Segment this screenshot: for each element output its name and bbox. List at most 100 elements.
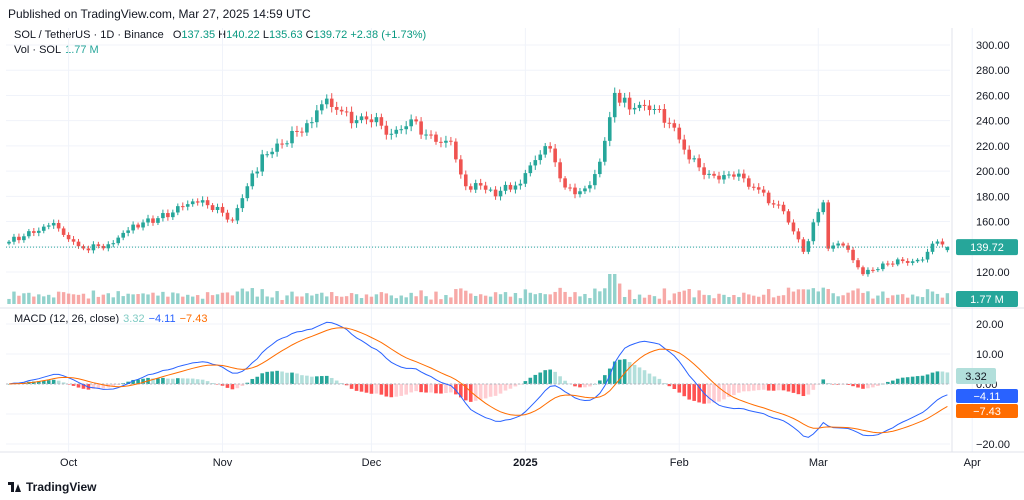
- close-value: 139.72: [313, 29, 348, 41]
- candle-body: [761, 189, 766, 193]
- macd-histogram-bar: [761, 384, 766, 390]
- volume-bar: [682, 290, 686, 304]
- volume-bar: [553, 291, 557, 304]
- volume-badge: [956, 291, 1018, 307]
- macd-histogram-bar: [384, 384, 389, 397]
- candle-body: [806, 241, 811, 252]
- candle-body: [230, 219, 235, 221]
- macd-signal-value: −7.43: [179, 313, 208, 325]
- candle-body: [389, 133, 394, 135]
- candle-body: [315, 110, 319, 123]
- candle-body: [459, 159, 463, 175]
- macd-histogram-bar: [821, 379, 826, 384]
- volume-bar: [573, 292, 577, 304]
- volume-bar: [136, 294, 140, 304]
- volume-bar: [275, 291, 279, 304]
- candle-body: [136, 224, 140, 228]
- candle-body: [409, 119, 413, 127]
- candle-body: [553, 148, 557, 163]
- macd-histogram-bar: [96, 384, 101, 389]
- macd-histogram-bar: [612, 361, 617, 384]
- candle-body: [851, 249, 855, 261]
- macd-histogram-bar: [275, 370, 279, 384]
- candle-body: [483, 185, 488, 190]
- macd-histogram-bar: [742, 384, 746, 392]
- candle-body: [7, 241, 11, 244]
- candle-body: [111, 243, 116, 245]
- candle-body: [260, 154, 265, 172]
- macd-histogram-bar: [235, 384, 240, 389]
- candle-body: [255, 171, 260, 174]
- macd-histogram-bar: [210, 383, 215, 384]
- candle-body: [871, 269, 875, 271]
- volume-bar: [7, 298, 11, 304]
- candle-body: [687, 149, 692, 160]
- candle-body: [374, 117, 379, 123]
- macd-histogram-bar: [444, 384, 448, 394]
- volume-bar: [354, 294, 359, 304]
- volume-bar: [141, 293, 145, 304]
- macd-histogram-bar: [260, 373, 265, 384]
- candle-body: [518, 183, 523, 186]
- volume-bar: [166, 296, 170, 304]
- volume-bar: [712, 298, 716, 304]
- volume-bar: [632, 299, 637, 304]
- volume-bar: [667, 300, 672, 304]
- volume-bar: [856, 288, 860, 304]
- volume-bar: [96, 296, 101, 304]
- volume-bar: [603, 288, 607, 304]
- macd-histogram-bar: [940, 371, 945, 384]
- candle-body: [161, 213, 165, 219]
- macd-histogram-bar: [662, 383, 667, 384]
- volume-bar: [613, 274, 617, 304]
- candle-body: [399, 129, 404, 131]
- macd-histogram-bar: [905, 377, 910, 384]
- volume-bar: [186, 294, 190, 304]
- candle-body: [707, 173, 711, 175]
- price-axis-label: 120.00: [976, 267, 1010, 279]
- macd-histogram-bar: [250, 378, 255, 384]
- macd-histogram-bar: [255, 376, 260, 384]
- macd-histogram-bar: [543, 370, 548, 384]
- volume-bar: [434, 291, 438, 304]
- candle-body: [677, 127, 682, 140]
- candle-body: [468, 186, 473, 190]
- candle-body: [394, 129, 399, 134]
- macd-histogram-bar: [687, 384, 692, 400]
- candle-body: [558, 162, 562, 179]
- candle-body: [250, 173, 255, 187]
- macd-histogram-bar: [886, 381, 890, 384]
- macd-histogram-bar: [51, 379, 56, 384]
- volume-bar: [498, 294, 503, 304]
- volume-bar: [444, 295, 448, 304]
- candle-body: [791, 222, 796, 232]
- volume-bar: [320, 292, 324, 304]
- time-axis-label: Apr: [964, 457, 981, 469]
- change-value: +2.38 (+1.73%): [350, 29, 427, 41]
- candle-body: [176, 206, 180, 213]
- macd-histogram-bar: [756, 384, 761, 391]
- candle-body: [116, 237, 121, 244]
- published-info: Published on TradingView.com, Mar 27, 20…: [8, 7, 311, 21]
- volume-bar: [622, 296, 627, 304]
- volume-bar: [483, 295, 488, 304]
- candle-body: [324, 98, 329, 105]
- symbol-label: SOL / TetherUS · 1D · Binance: [14, 29, 164, 41]
- candle-body: [22, 236, 26, 241]
- macd-histogram-bar: [200, 379, 205, 384]
- volume-bar: [384, 293, 389, 304]
- macd-histogram-bar: [647, 373, 652, 384]
- candle-body: [548, 146, 552, 149]
- candle-body: [841, 243, 845, 246]
- candle-body: [151, 218, 155, 223]
- candle-body: [697, 158, 701, 168]
- macd-histogram-bar: [781, 384, 786, 391]
- candle-body: [270, 151, 274, 155]
- candle-body: [583, 188, 587, 192]
- macd-histogram-bar: [513, 384, 518, 387]
- volume-bar: [896, 294, 900, 304]
- volume-bar: [642, 297, 647, 304]
- volume-bar: [513, 293, 518, 304]
- volume-bar: [27, 292, 31, 304]
